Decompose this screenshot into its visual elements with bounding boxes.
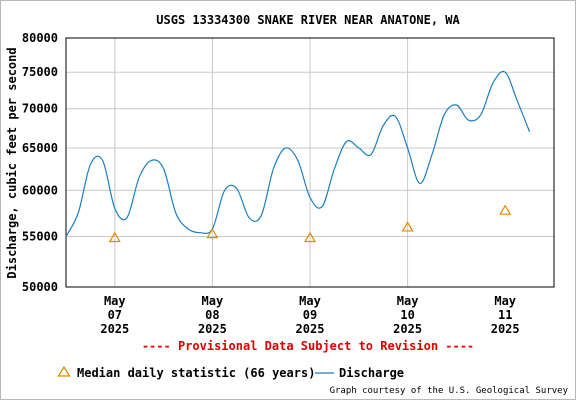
credit-text: Graph courtesy of the U.S. Geological Su… xyxy=(330,386,569,396)
median-point xyxy=(499,204,512,215)
x-tick-label: 2025 xyxy=(393,322,422,336)
x-tick-label: 07 xyxy=(108,308,122,322)
y-tick-labels: 50000 55000 60000 65000 70000 75000 80000 xyxy=(22,31,58,294)
legend-median-label: Median daily statistic (66 years) xyxy=(77,366,315,380)
y-tick-label: 80000 xyxy=(22,31,58,45)
y-axis-label: Discharge, cubic feet per second xyxy=(5,47,19,278)
y-tick-label: 50000 xyxy=(22,280,58,294)
median-point xyxy=(401,221,414,232)
x-tick-label: 2025 xyxy=(296,322,325,336)
chart-title: USGS 13334300 SNAKE RIVER NEAR ANATONE, … xyxy=(156,13,460,27)
x-tick-label: 08 xyxy=(205,308,219,322)
y-tick-label: 55000 xyxy=(22,230,58,244)
x-tick-label: 10 xyxy=(400,308,414,322)
grid xyxy=(66,38,554,287)
series-layer xyxy=(65,70,531,243)
y-tick-label: 65000 xyxy=(22,141,58,155)
x-tick-label: May xyxy=(299,294,321,308)
y-tick-label: 70000 xyxy=(22,102,58,116)
x-tick-label: May xyxy=(494,294,516,308)
x-tick-label: 2025 xyxy=(198,322,227,336)
plot-area xyxy=(65,37,555,288)
x-tick-label: 2025 xyxy=(100,322,129,336)
x-tick-label: 11 xyxy=(498,308,512,322)
x-tick-label: 09 xyxy=(303,308,317,322)
y-tick-label: 75000 xyxy=(22,65,58,79)
x-tick-label: May xyxy=(397,294,419,308)
median-point xyxy=(206,227,219,239)
median-point xyxy=(108,231,121,243)
provisional-note: ---- Provisional Data Subject to Revisio… xyxy=(142,339,474,353)
x-tick-labels: May072025May082025May092025May102025May1… xyxy=(100,294,519,336)
x-tick-label: May xyxy=(202,294,224,308)
discharge-series-line xyxy=(65,70,531,237)
x-tick-label: May xyxy=(104,294,126,308)
x-tick-label: 2025 xyxy=(491,322,520,336)
median-point xyxy=(303,231,317,243)
y-tick-label: 60000 xyxy=(22,183,58,197)
median-triangle-icon xyxy=(57,365,71,377)
legend-discharge-label: Discharge xyxy=(339,366,404,380)
